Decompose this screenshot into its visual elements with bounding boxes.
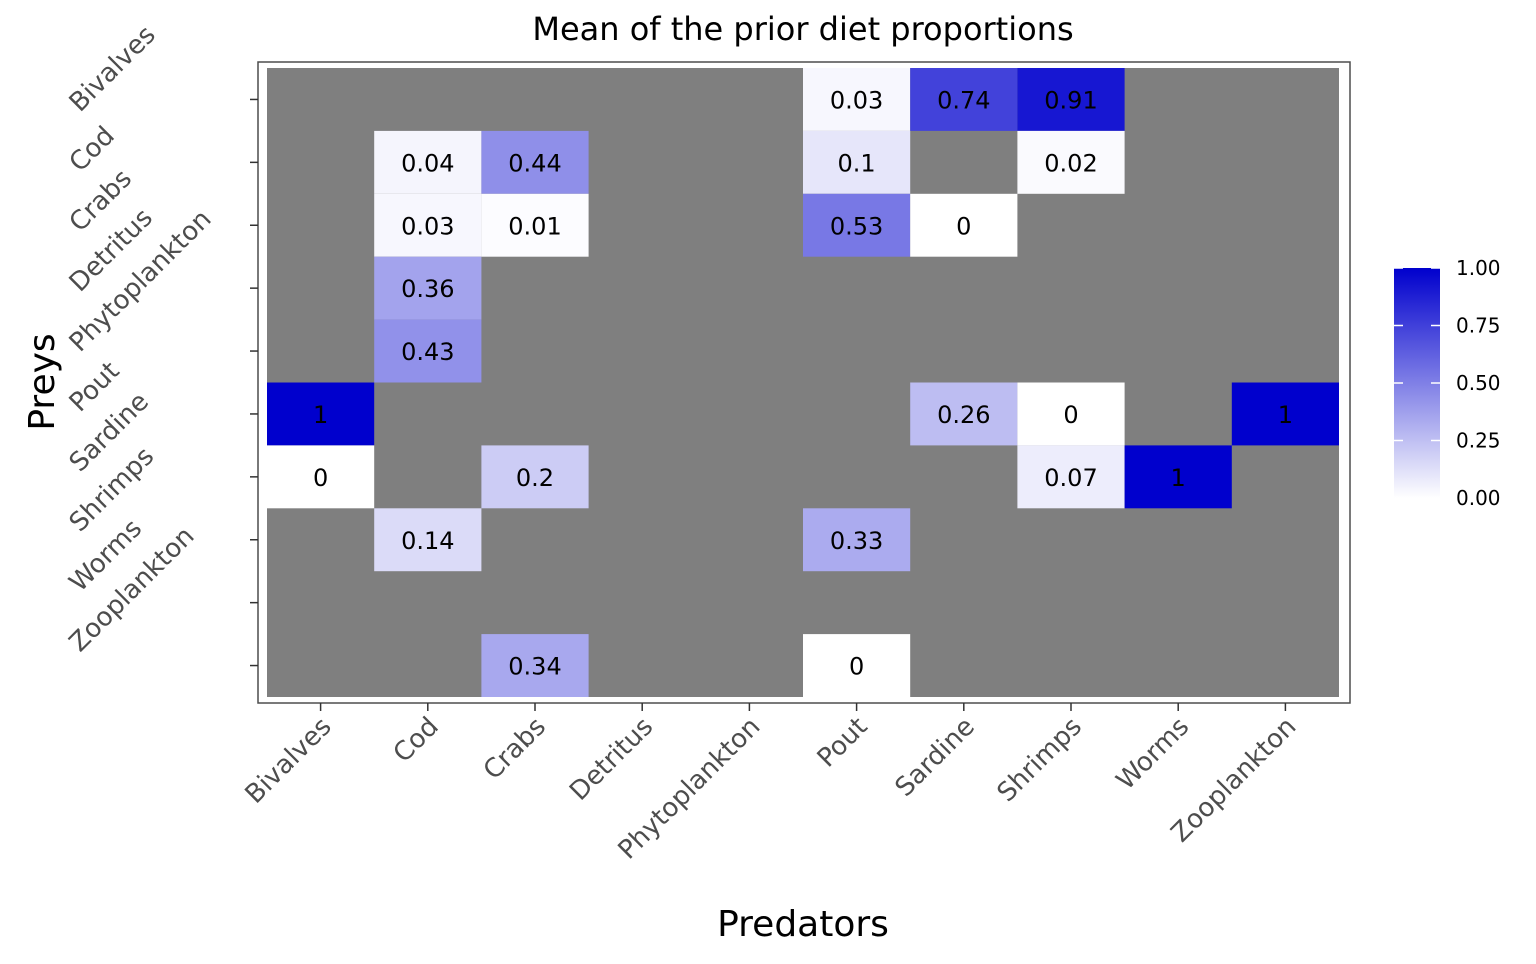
cell-label: 0 bbox=[313, 464, 328, 492]
heatmap-cell bbox=[374, 508, 482, 572]
heatmap-cell bbox=[803, 130, 911, 194]
x-tick-label: Bivalves bbox=[240, 712, 338, 810]
cell-label: 0.03 bbox=[401, 212, 454, 240]
cell-label: 0.02 bbox=[1044, 149, 1097, 177]
heatmap-cell bbox=[1124, 445, 1232, 509]
x-axis-title: Predators bbox=[717, 904, 889, 945]
x-tick-label: Detritus bbox=[564, 712, 659, 807]
heatmap-cell bbox=[910, 382, 1018, 446]
cell-label: 0.36 bbox=[401, 275, 454, 303]
heatmap-cells: 0.03 0.74 0.91 0.04 0.44 0.1 0.02 0.03 0.01 0.53 0… bbox=[267, 68, 1339, 697]
cell-label: 0.91 bbox=[1044, 86, 1097, 114]
x-tick-label: Cod bbox=[388, 712, 445, 769]
legend-label: 1.00 bbox=[1456, 256, 1501, 280]
cell-label: 0.01 bbox=[508, 212, 561, 240]
cell-label: 0.1 bbox=[838, 149, 876, 177]
heatmap-cell bbox=[374, 256, 482, 320]
cell-label: 0.03 bbox=[830, 86, 883, 114]
cell-label: 0.43 bbox=[401, 338, 454, 366]
cell-label: 0 bbox=[849, 653, 864, 681]
cell-label: 0.33 bbox=[830, 527, 883, 555]
heatmap-cell bbox=[481, 634, 589, 697]
heatmap-cell bbox=[481, 193, 589, 257]
heatmap-cell bbox=[1017, 445, 1125, 509]
legend-ticks: 0.00 0.25 0.50 0.75 1.00 bbox=[1394, 256, 1501, 510]
cell-label: 0.74 bbox=[937, 86, 990, 114]
heatmap-cell bbox=[374, 130, 482, 194]
x-tick-label: Crabs bbox=[478, 712, 552, 786]
heatmap-cell bbox=[803, 68, 911, 131]
x-tick-label: Worms bbox=[1111, 712, 1195, 796]
heatmap-cell bbox=[1017, 130, 1125, 194]
cell-label: 0 bbox=[1063, 401, 1078, 429]
color-legend: 0.00 0.25 0.50 0.75 1.00 bbox=[1394, 256, 1501, 510]
y-axis-title: Preys bbox=[22, 333, 63, 430]
cell-label: 0.26 bbox=[937, 401, 990, 429]
heatmap-cell bbox=[803, 508, 911, 572]
x-tick-label: Shrimps bbox=[992, 712, 1088, 808]
heatmap-cell bbox=[267, 445, 375, 509]
heatmap-cell bbox=[1017, 68, 1125, 131]
heatmap-cell bbox=[910, 193, 1018, 257]
cell-label: 1 bbox=[313, 401, 328, 429]
heatmap-cell bbox=[374, 319, 482, 383]
cell-label: 0.04 bbox=[401, 149, 454, 177]
legend-label: 0.00 bbox=[1456, 486, 1501, 510]
heatmap-cell bbox=[267, 382, 375, 446]
heatmap-cell bbox=[481, 130, 589, 194]
cell-label: 0 bbox=[956, 212, 971, 240]
legend-label: 0.25 bbox=[1456, 429, 1501, 453]
x-tick-label: Sardine bbox=[890, 712, 981, 803]
heatmap-cell bbox=[1017, 382, 1125, 446]
legend-label: 0.50 bbox=[1456, 371, 1501, 395]
y-tick-label: Bivalves bbox=[64, 20, 162, 118]
cell-label: 0.44 bbox=[508, 149, 561, 177]
x-tick-label: Pout bbox=[812, 712, 874, 774]
cell-label: 0.53 bbox=[830, 212, 883, 240]
cell-label: 0.07 bbox=[1044, 464, 1097, 492]
chart-title: Mean of the prior diet proportions bbox=[532, 10, 1073, 48]
cell-label: 0.2 bbox=[516, 464, 554, 492]
cell-label: 0.14 bbox=[401, 527, 454, 555]
cell-label: 0.34 bbox=[508, 653, 561, 681]
cell-label: 1 bbox=[1171, 464, 1186, 492]
heatmap-cell bbox=[803, 193, 911, 257]
heatmap-cell bbox=[481, 445, 589, 509]
heatmap-cell bbox=[374, 193, 482, 257]
cell-label: 1 bbox=[1278, 401, 1293, 429]
panel-border bbox=[257, 61, 1351, 704]
legend-label: 0.75 bbox=[1456, 314, 1501, 338]
heatmap-cell bbox=[910, 68, 1018, 131]
y-axis: BivalvesCodCrabsDetritusPhytoplanktonPou… bbox=[64, 20, 258, 667]
heatmap-cell bbox=[803, 634, 911, 697]
heatmap-cell bbox=[1231, 382, 1339, 446]
